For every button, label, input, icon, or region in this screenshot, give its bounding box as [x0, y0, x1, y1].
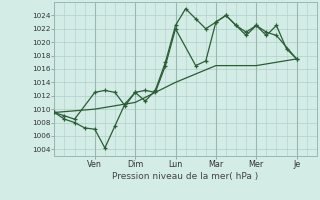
X-axis label: Pression niveau de la mer( hPa ): Pression niveau de la mer( hPa ): [112, 172, 259, 181]
